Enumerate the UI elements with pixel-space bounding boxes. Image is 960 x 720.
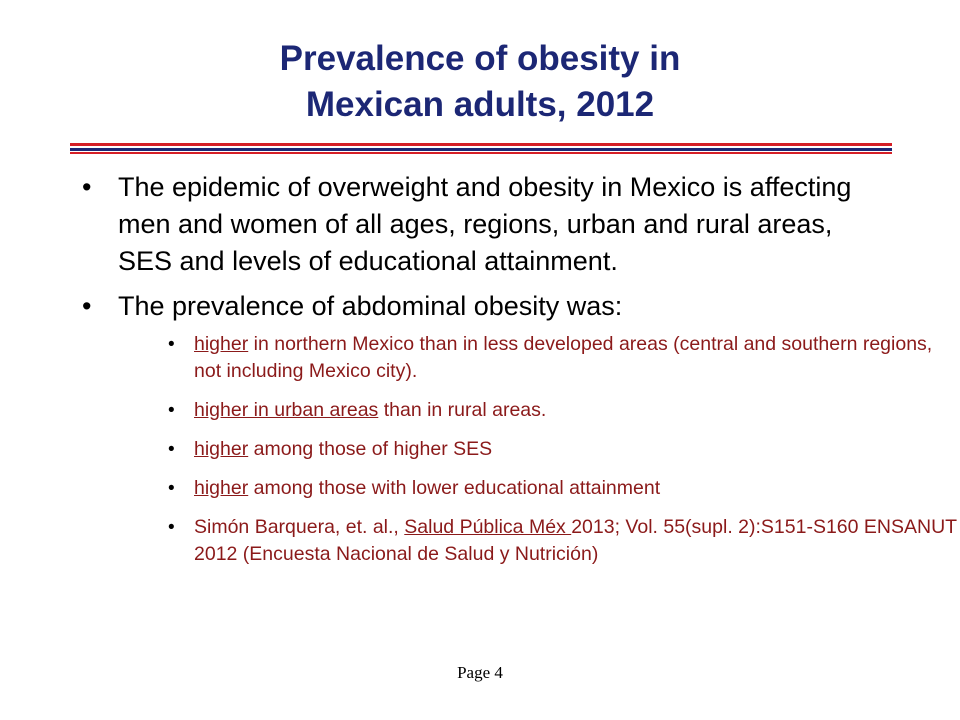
bullet-item-epidemic: • The epidemic of overweight and obesity… (82, 169, 882, 280)
sub-bullet-text: in northern Mexico than in less develope… (194, 333, 933, 382)
bullet-glyph: • (82, 172, 92, 202)
bullet-glyph: • (82, 291, 92, 321)
citation-journal: Salud Pública Méx (404, 516, 572, 538)
title-underline-red-thin (70, 152, 892, 154)
bullet-text: The epidemic of overweight and obesity i… (118, 172, 852, 276)
sub-bullet-list: • higher in northern Mexico than in less… (118, 331, 957, 568)
sub-bullet-text: than in rural areas. (378, 399, 547, 421)
sub-bullet-ses: • higher among those of higher SES (118, 436, 960, 463)
sub-bullet-glyph: • (168, 334, 175, 355)
bullet-list: • The epidemic of overweight and obesity… (82, 169, 957, 580)
page-number: Page 4 (457, 663, 503, 682)
sub-bullet-glyph: • (168, 439, 175, 460)
sub-bullet-northern: • higher in northern Mexico than in less… (118, 331, 960, 385)
sub-bullet-citation: • Simón Barquera, et. al., Salud Pública… (118, 514, 960, 568)
citation-authors: Simón Barquera, et. al., (194, 516, 405, 538)
title-line-2: Mexican adults, 2012 (305, 85, 655, 124)
title-underline-blue (70, 148, 892, 151)
sub-bullet-text: among those of higher SES (248, 438, 493, 460)
highlight-text: higher (194, 333, 249, 355)
highlight-text: higher (194, 438, 249, 460)
sub-bullet-glyph: • (168, 478, 175, 499)
sub-bullet-glyph: • (168, 400, 175, 421)
sub-bullet-urban: • higher in urban areas than in rural ar… (118, 397, 960, 424)
bullet-item-abdominal-obesity: • The prevalence of abdominal obesity wa… (82, 288, 957, 568)
title-line-1: Prevalence of obesity in (279, 39, 681, 78)
bullet-text: The prevalence of abdominal obesity was: (118, 291, 623, 321)
highlight-text: higher in urban areas (194, 399, 379, 421)
highlight-text: higher (194, 477, 249, 499)
citation-details: 2013; Vol. 55(supl. 2):S151-S160 ENSANUT… (194, 516, 957, 565)
sub-bullet-glyph: • (168, 517, 175, 538)
slide-title: Prevalence of obesity in Mexican adults,… (60, 36, 900, 128)
sub-bullet-education: • higher among those with lower educatio… (118, 475, 960, 502)
title-underline-red (70, 143, 892, 146)
sub-bullet-text: among those with lower educational attai… (248, 477, 661, 499)
title-underline-gap (70, 146, 892, 148)
